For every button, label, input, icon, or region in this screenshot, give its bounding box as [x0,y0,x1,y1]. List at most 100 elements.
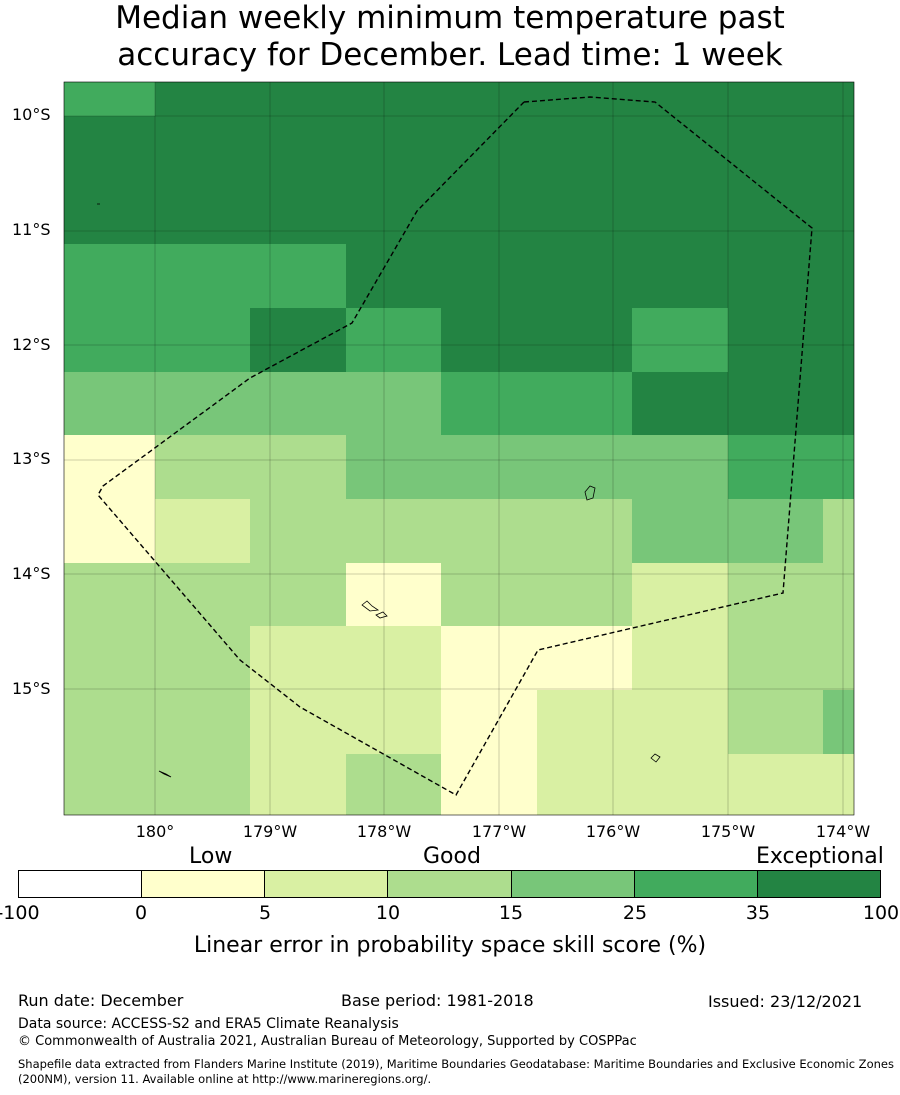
lat-label: 13°S [12,449,51,468]
grid-cell [250,372,346,435]
lat-label: 10°S [12,105,51,124]
grid-cell [250,499,346,563]
colorbar-tick: 0 [134,902,148,924]
grid-cell [346,690,441,754]
grid-cell [155,116,250,244]
lon-label: 175°W [700,822,756,841]
grid-cell [537,754,632,815]
grid-cell [346,372,441,435]
grid-cell [250,82,346,116]
skill-score-map [63,81,855,816]
colorbar-tick: 15 [498,902,524,924]
grid-cell [728,116,854,244]
grid-cell [64,308,155,372]
grid-cell [155,82,250,116]
lat-label: 12°S [12,335,51,354]
category-exceptional-label: Exceptional [756,844,884,869]
lon-label: 177°W [471,822,527,841]
grid-cell [537,372,632,435]
grid-cell [632,372,728,435]
grid-cell [64,82,155,116]
grid-cell [537,244,632,308]
grid-cell [64,244,155,308]
skill-grid-cells [64,82,854,815]
grid-cell [64,116,155,244]
grid-cell [728,563,854,626]
grid-cell [155,435,250,499]
grid-cell [632,626,728,690]
grid-cell [441,626,537,690]
base-period: Base period: 1981-2018 [341,991,534,1010]
grid-cell [346,82,441,116]
grid-cell [155,308,250,372]
grid-cell [632,435,728,499]
grid-cell [441,499,537,563]
island-tutuila-east [375,611,388,619]
colorbar-segment [511,871,635,897]
title-line-1: Median weekly minimum temperature past [115,0,785,36]
grid-cell [632,499,728,563]
grid-cell [155,563,250,626]
grid-cell [632,244,728,308]
eez-boundary [97,96,813,796]
grid-cell [64,690,155,754]
grid-cell [250,690,346,754]
grid-cell [441,754,537,815]
grid-cell [155,244,250,308]
grid-cell [537,116,632,244]
grid-cell [537,626,632,690]
colorbar-tick: 25 [622,902,648,924]
colorbar-segment [142,871,266,897]
grid-cell [346,435,441,499]
grid-cell [537,690,632,754]
colorbar-tick: 5 [258,902,272,924]
category-low-label: Low [189,844,233,869]
colorbar-segment [388,871,512,897]
colorbar-segment [757,871,880,897]
grid-cell [64,626,155,690]
category-good-label: Good [423,844,481,869]
grid-cell [250,563,346,626]
grid-cell [64,499,155,563]
grid-cell [441,244,537,308]
grid-cell [537,435,632,499]
colorbar-segment [265,871,389,897]
grid-cell [632,563,728,626]
grid-cell [250,754,346,815]
grid-cell [632,690,728,754]
data-source: Data source: ACCESS-S2 and ERA5 Climate … [18,1016,399,1032]
colorbar-tick: 10 [375,902,401,924]
grid-cell [728,626,854,690]
grid-cell [155,754,250,815]
run-date: Run date: December [18,991,184,1010]
colorbar-segment [634,871,758,897]
grid-cell [155,690,250,754]
lon-label: 178°W [356,822,412,841]
grid-cell [64,435,155,499]
colorbar-tick: 100 [862,902,900,924]
grid-cell [441,563,537,626]
grid-cell [537,82,632,116]
grid-cell [250,116,346,244]
grid-cell [728,372,854,435]
lon-label: 176°W [585,822,641,841]
island-west [158,770,172,778]
island-swains [650,753,661,763]
grid-cell [632,308,728,372]
grid-cell [250,244,346,308]
grid-cell [346,308,441,372]
copyright: © Commonwealth of Australia 2021, Austra… [18,1034,637,1049]
grid-cell [441,690,537,754]
grid-cell [64,754,155,815]
grid-cell [632,82,728,116]
grid-cell [537,308,632,372]
grid-cell [728,244,854,308]
lon-label: 174°W [815,822,871,841]
grid-cell [346,499,441,563]
grid-cell [250,626,346,690]
grid-cell [346,754,441,815]
grid-cell [155,626,250,690]
grid-cell [155,372,250,435]
grid-cell [441,82,537,116]
grid-cell [728,308,854,372]
